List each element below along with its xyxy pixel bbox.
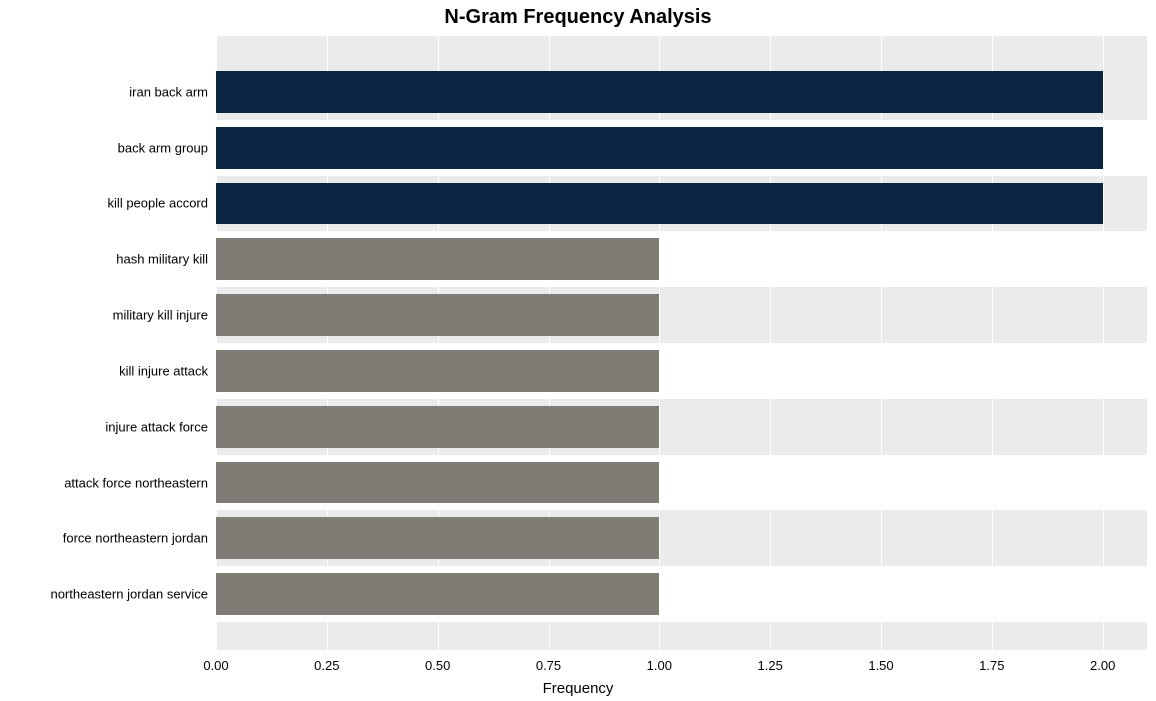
ngram-chart: N-Gram Frequency Analysis iran back armb…: [0, 0, 1156, 701]
bar: [216, 127, 1103, 169]
x-tick-label: 0.75: [536, 650, 561, 673]
x-tick-label: 0.00: [203, 650, 228, 673]
x-tick-label: 2.00: [1090, 650, 1115, 673]
bar: [216, 573, 659, 615]
y-tick-label: kill people accord: [108, 196, 216, 211]
plot-band: [216, 36, 1147, 64]
y-tick-label: northeastern jordan service: [50, 587, 216, 602]
plot-band: [216, 622, 1147, 650]
plot-area: iran back armback arm groupkill people a…: [216, 36, 1147, 650]
bar: [216, 71, 1103, 113]
y-tick-label: military kill injure: [113, 308, 216, 323]
bar: [216, 462, 659, 504]
x-tick-label: 1.00: [647, 650, 672, 673]
bar: [216, 294, 659, 336]
y-tick-label: injure attack force: [105, 419, 216, 434]
y-tick-label: attack force northeastern: [64, 475, 216, 490]
chart-title: N-Gram Frequency Analysis: [0, 6, 1156, 29]
y-tick-label: force northeastern jordan: [63, 531, 216, 546]
x-tick-label: 1.25: [758, 650, 783, 673]
y-tick-label: kill injure attack: [119, 363, 216, 378]
x-tick-label: 0.50: [425, 650, 450, 673]
gridline: [1103, 36, 1104, 650]
x-tick-label: 0.25: [314, 650, 339, 673]
bar: [216, 350, 659, 392]
x-tick-label: 1.50: [868, 650, 893, 673]
bar: [216, 183, 1103, 225]
bar: [216, 406, 659, 448]
x-tick-label: 1.75: [979, 650, 1004, 673]
y-tick-label: hash military kill: [116, 252, 216, 267]
y-tick-label: back arm group: [118, 140, 216, 155]
y-tick-label: iran back arm: [129, 84, 216, 99]
bar: [216, 517, 659, 559]
x-axis-label: Frequency: [0, 680, 1156, 697]
bar: [216, 238, 659, 280]
